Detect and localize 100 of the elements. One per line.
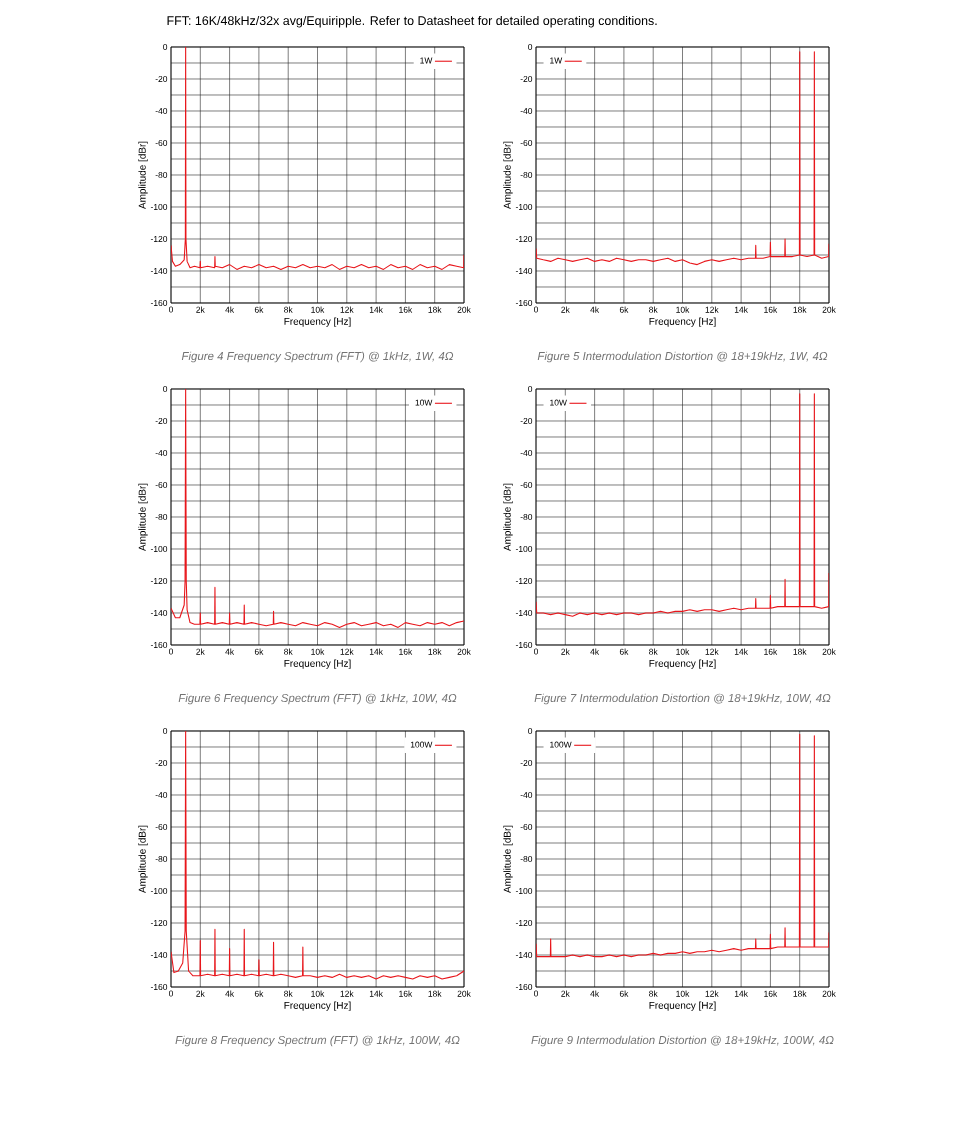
legend-label: 10W [550,399,567,406]
x-tick-label: 4k [590,990,600,997]
x-tick-label: 2k [561,306,570,313]
x-tick-label: 8k [649,648,658,655]
x-tick-label: 8k [284,990,293,997]
y-tick-label: 0 [163,44,168,50]
x-tick-label: 12k [705,648,719,655]
y-axis-title: Amplitude [dBr] [138,825,148,894]
y-tick-label: -80 [155,514,168,520]
x-tick-label: 4k [590,306,600,313]
y-tick-label: -40 [520,792,533,798]
x-tick-label: 14k [734,648,748,655]
caption: Figure 4 Frequency Spectrum (FFT) @ 1kHz, 1W, 4Ω [181,351,454,363]
y-tick-label: -120 [515,236,533,242]
x-tick-label: 14k [369,648,383,655]
x-tick-label: 8k [284,306,293,313]
x-axis-title: Frequency [Hz] [284,659,351,669]
y-tick-label: -100 [150,546,168,552]
y-tick-label: -60 [155,824,168,830]
caption: Figure 5 Intermodulation Distortion @ 18+19kHz, 1W, 4Ω [537,351,828,363]
y-tick-label: -60 [155,482,168,488]
x-tick-label: 14k [734,990,748,997]
x-tick-label: 16k [764,990,778,997]
y-tick-label: -20 [155,76,168,82]
y-tick-label: -20 [155,760,168,766]
y-axis-title: Amplitude [dBr] [138,483,148,552]
x-tick-label: 10k [676,648,690,655]
x-tick-label: 2k [561,648,570,655]
y-tick-label: -140 [150,268,168,274]
x-tick-label: 20k [822,306,836,313]
y-tick-label: -160 [515,984,533,990]
y-tick-label: -80 [520,172,533,178]
y-tick-label: -140 [515,610,533,616]
x-tick-label: 10k [676,306,690,313]
line-series [171,388,464,628]
x-tick-label: 0 [533,648,539,655]
x-tick-label: 6k [254,306,264,313]
x-tick-label: 18k [793,306,807,313]
x-tick-label: 10k [311,990,325,997]
x-tick-label: 2k [196,990,205,997]
legend-label: 100W [550,741,572,748]
x-tick-label: 12k [340,648,354,655]
y-tick-label: -60 [155,140,168,146]
y-tick-label: -20 [155,418,168,424]
y-tick-label: -140 [150,952,168,958]
legend-label: 100W [410,741,433,748]
y-tick-label: -80 [155,172,168,178]
y-tick-label: -160 [150,642,168,648]
legend-label: 10W [415,399,433,406]
y-tick-label: -120 [515,920,533,926]
y-tick-label: -100 [150,204,168,210]
y-tick-label: -80 [155,856,168,862]
x-tick-label: 4k [590,648,600,655]
y-tick-label: -120 [150,236,168,242]
y-tick-label: 0 [163,728,168,734]
y-tick-label: -60 [520,140,533,146]
x-tick-label: 10k [311,648,325,655]
y-tick-label: -80 [520,856,533,862]
line-series [171,731,464,980]
y-axis-title: Amplitude [dBr] [138,141,148,210]
x-tick-label: 14k [369,990,383,997]
y-tick-label: -60 [520,482,533,488]
x-tick-label: 0 [533,990,539,997]
x-tick-label: 16k [399,306,413,313]
x-tick-label: 2k [196,648,205,655]
x-tick-label: 12k [705,990,719,997]
x-tick-label: 6k [619,648,629,655]
x-tick-label: 16k [764,648,778,655]
x-tick-label: 14k [369,306,383,313]
x-tick-label: 18k [428,306,442,313]
legend-label: 1W [550,57,563,64]
y-tick-label: -160 [150,300,168,306]
y-tick-label: -100 [515,204,533,210]
y-axis-title: Amplitude [dBr] [503,483,513,552]
x-axis-title: Frequency [Hz] [649,1001,716,1011]
x-tick-label: 0 [168,648,174,655]
y-tick-label: -60 [520,824,533,830]
x-tick-label: 18k [428,648,442,655]
y-tick-label: 0 [528,386,533,392]
x-axis-title: Frequency [Hz] [284,317,351,327]
x-tick-label: 0 [168,990,174,997]
x-axis-title: Frequency [Hz] [649,659,716,669]
caption: Figure 7 Intermodulation Distortion @ 18+19kHz, 10W, 4Ω [534,693,831,705]
x-tick-label: 6k [254,648,264,655]
y-tick-label: -40 [155,792,168,798]
x-tick-label: 4k [225,648,235,655]
chart-title: FFT: 16K/48kHz/32x avg/Equiripple. Refer to Datasheet for detailed operating conditions. [167,15,657,28]
y-tick-label: 0 [528,44,533,50]
y-tick-label: -140 [150,610,168,616]
y-tick-label: 0 [528,728,533,734]
y-tick-label: -20 [520,418,533,424]
x-tick-label: 2k [196,306,205,313]
x-tick-label: 6k [619,306,629,313]
x-tick-label: 16k [399,990,413,997]
x-tick-label: 20k [822,990,836,997]
x-tick-label: 10k [676,990,690,997]
x-tick-label: 20k [457,648,471,655]
x-tick-label: 2k [561,990,570,997]
x-tick-label: 18k [428,990,442,997]
y-tick-label: -120 [515,578,533,584]
